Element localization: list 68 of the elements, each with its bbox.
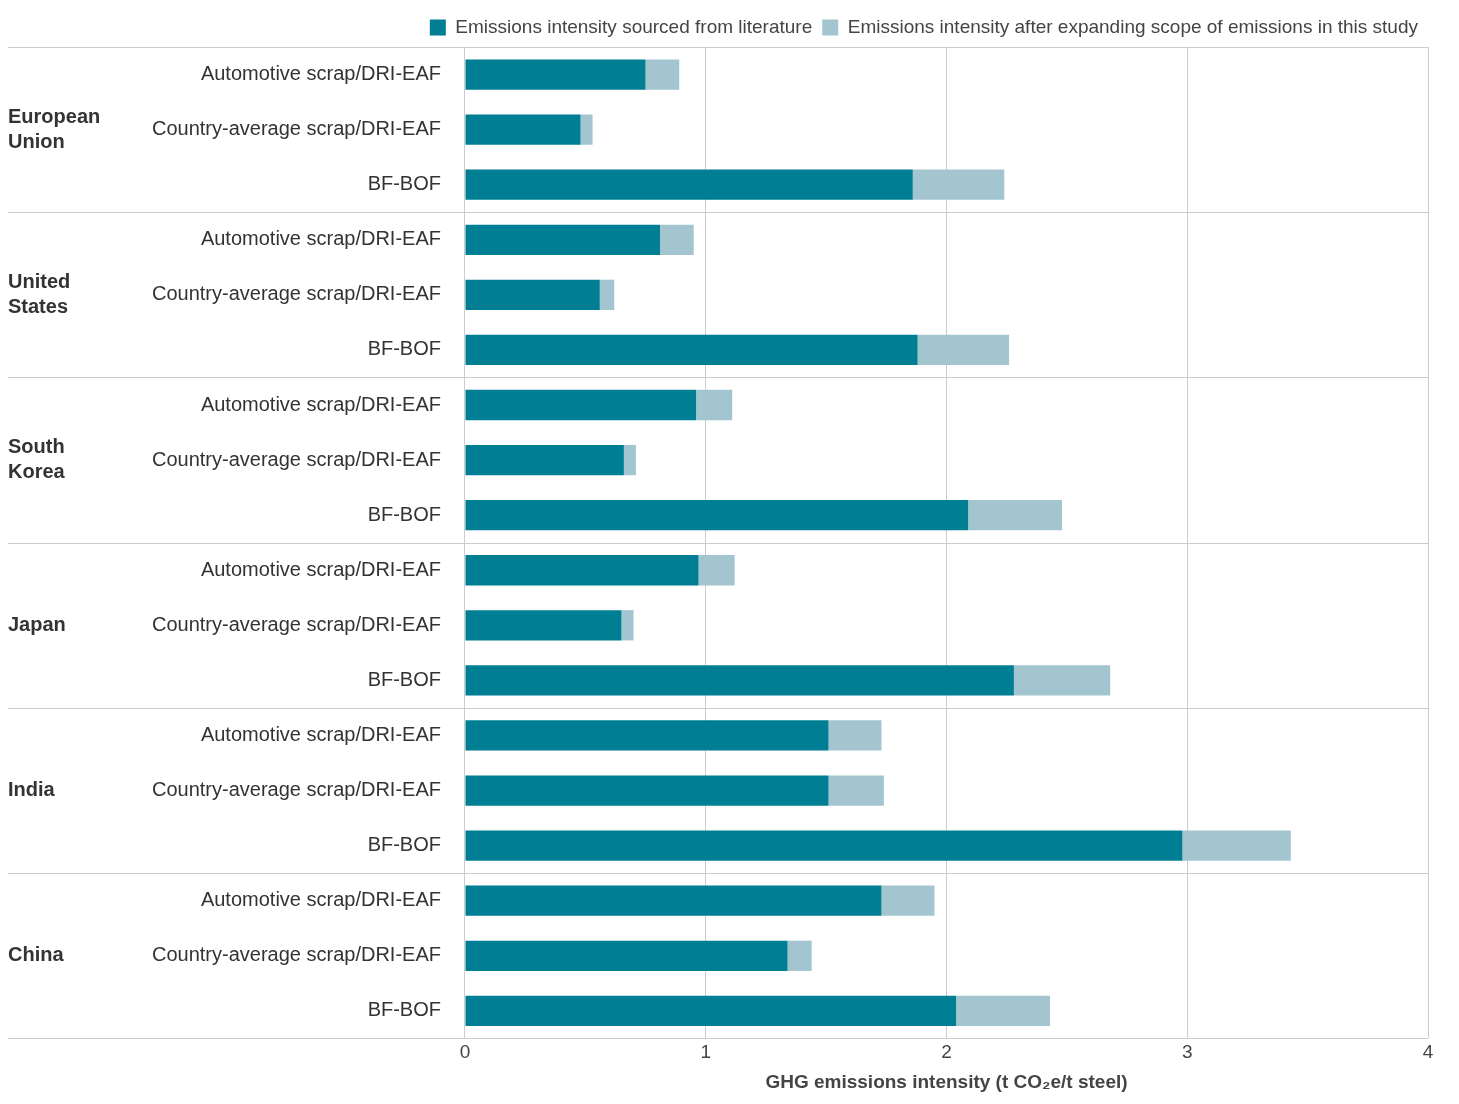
bar (660, 224, 694, 255)
y-tick-label: Country-average scrap/DRI-EAF (152, 943, 441, 966)
x-tick-label: 2 (941, 1041, 952, 1063)
text: European Union (8, 104, 101, 152)
bar (828, 720, 882, 751)
bar (698, 555, 735, 586)
bar (465, 224, 660, 255)
y-tick-label: Country-average scrap/DRI-EAF (152, 117, 441, 140)
y-tick-label: BF-BOF (367, 833, 441, 856)
bar (645, 59, 680, 90)
text: South Korea (8, 435, 66, 483)
bar (787, 940, 812, 971)
bar (465, 830, 1183, 861)
bar (465, 169, 913, 200)
bar (912, 169, 1005, 200)
y-tick-label: Automotive scrap/DRI-EAF (200, 722, 441, 745)
y-tick-label: Automotive scrap/DRI-EAF (200, 888, 441, 911)
bar (1013, 665, 1111, 696)
legend-label: Emissions intensity after expanding scope of emissions in this study (847, 15, 1419, 37)
bar (465, 334, 918, 366)
y-tick-label: Automotive scrap/DRI-EAF (200, 557, 441, 580)
x-tick-label: 4 (1422, 1041, 1434, 1063)
bar (465, 444, 624, 476)
legend-label: Emissions intensity sourced from literature (455, 15, 813, 37)
bar (621, 610, 634, 641)
bar (956, 995, 1051, 1027)
y-tick-label: BF-BOF (367, 172, 441, 195)
bar (465, 665, 1014, 696)
y-tick-label: Automotive scrap/DRI-EAF (200, 227, 441, 250)
bar (465, 500, 969, 531)
bar (599, 279, 615, 310)
text: United States (8, 269, 71, 317)
bar (881, 885, 935, 916)
bar (465, 610, 622, 641)
text: India (8, 778, 56, 801)
bar (580, 114, 593, 145)
y-tick-label: BF-BOF (367, 337, 441, 360)
x-tick-label: 3 (1181, 1041, 1193, 1063)
bar (828, 775, 884, 806)
x-tick-label: 1 (700, 1041, 712, 1063)
y-tick-label: Country-average scrap/DRI-EAF (152, 282, 441, 305)
bar (917, 334, 1010, 366)
bar (465, 114, 581, 145)
bar (465, 885, 882, 916)
y-tick-label: Country-average scrap/DRI-EAF (152, 778, 441, 801)
y-tick-label: BF-BOF (367, 998, 441, 1021)
y-tick-label: BF-BOF (367, 502, 441, 525)
bar (465, 279, 600, 310)
y-tick-label: Country-average scrap/DRI-EAF (152, 612, 441, 635)
y-tick-label: Country-average scrap/DRI-EAF (152, 447, 441, 470)
bar (465, 995, 957, 1027)
bar (968, 500, 1063, 531)
y-tick-label: Automotive scrap/DRI-EAF (200, 62, 441, 85)
x-axis-title: GHG emissions intensity (t CO₂e/t steel) (765, 1070, 1128, 1092)
y-tick-label: Automotive scrap/DRI-EAF (200, 392, 441, 415)
text: Japan (8, 612, 66, 635)
x-tick-label: 0 (459, 1041, 471, 1063)
text: China (8, 943, 65, 966)
bar (465, 389, 697, 421)
bar (696, 389, 733, 421)
bar (465, 555, 699, 586)
bar (465, 720, 829, 751)
bar (623, 444, 636, 476)
y-tick-label: BF-BOF (367, 667, 441, 690)
bar (465, 775, 829, 806)
bar (465, 59, 646, 90)
bar (1182, 830, 1291, 861)
bar (465, 940, 788, 971)
